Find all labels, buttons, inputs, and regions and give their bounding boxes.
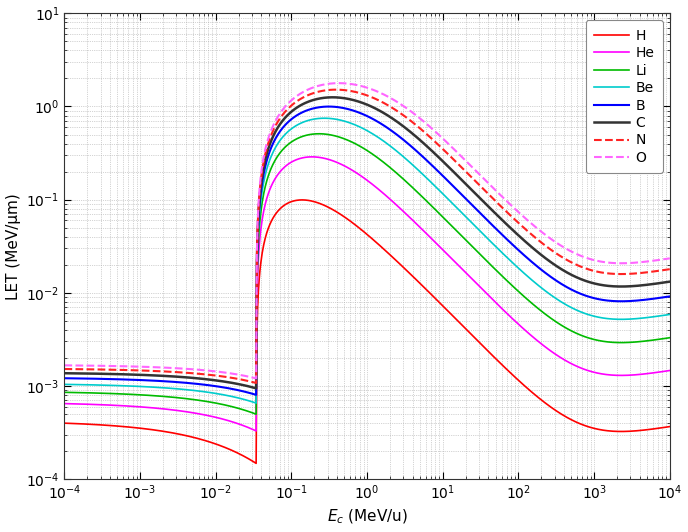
B: [665, 293, 674, 300]
He: [413, 222, 422, 228]
H: [252, 460, 260, 467]
H: [298, 197, 306, 203]
He: [447, 255, 455, 262]
Li: [447, 222, 455, 229]
B: [447, 181, 455, 188]
B: [252, 392, 260, 398]
Be: [320, 115, 328, 121]
H: [447, 311, 455, 318]
N: [332, 87, 340, 93]
O: [521, 215, 529, 221]
H: [413, 278, 422, 284]
B: [325, 103, 333, 110]
Y-axis label: LET (MeV/μm): LET (MeV/μm): [6, 193, 21, 300]
N: [98, 367, 106, 373]
H: [429, 293, 438, 300]
N: [429, 137, 438, 144]
Be: [429, 181, 438, 188]
He: [583, 367, 591, 373]
O: [252, 375, 260, 381]
Be: [665, 311, 674, 318]
C: [583, 278, 591, 285]
Line: Li: Li: [65, 134, 669, 414]
H: [98, 422, 106, 428]
O: [447, 144, 455, 150]
O: [583, 255, 591, 261]
Legend: H, He, Li, Be, B, C, N, O: H, He, Li, Be, B, C, N, O: [585, 20, 663, 173]
B: [521, 253, 529, 259]
H: [61, 420, 69, 426]
Li: [521, 294, 529, 301]
Line: C: C: [65, 97, 669, 388]
Li: [61, 389, 69, 395]
N: [61, 366, 69, 372]
Be: [583, 311, 591, 318]
Be: [61, 381, 69, 388]
He: [61, 401, 69, 407]
C: [447, 167, 455, 173]
N: [521, 226, 529, 232]
Line: B: B: [65, 106, 669, 395]
O: [98, 363, 106, 369]
Line: He: He: [65, 157, 669, 431]
Li: [583, 334, 591, 340]
B: [583, 293, 591, 300]
He: [252, 428, 260, 434]
C: [413, 135, 422, 141]
O: [665, 255, 674, 262]
N: [665, 266, 674, 272]
Be: [98, 382, 106, 388]
Line: H: H: [65, 200, 669, 463]
Be: [413, 166, 422, 172]
C: [429, 149, 438, 155]
Li: [429, 204, 438, 211]
Be: [252, 400, 260, 406]
C: [328, 94, 336, 101]
C: [521, 238, 529, 245]
He: [521, 327, 529, 334]
O: [334, 80, 343, 86]
H: [583, 423, 591, 429]
Li: [413, 189, 422, 195]
Li: [665, 335, 674, 341]
B: [61, 375, 69, 381]
X-axis label: $E_c$ (MeV/u): $E_c$ (MeV/u): [327, 508, 408, 527]
Line: Be: Be: [65, 118, 669, 403]
B: [429, 163, 438, 170]
H: [521, 383, 529, 389]
He: [308, 154, 316, 160]
O: [61, 362, 69, 369]
N: [413, 123, 422, 129]
N: [583, 266, 591, 272]
O: [413, 113, 422, 120]
Li: [98, 390, 106, 396]
H: [665, 423, 674, 430]
He: [98, 402, 106, 408]
Be: [521, 271, 529, 277]
C: [61, 370, 69, 377]
Line: N: N: [65, 90, 669, 383]
B: [413, 148, 422, 155]
He: [665, 367, 674, 373]
Line: O: O: [65, 83, 669, 378]
N: [252, 380, 260, 386]
C: [665, 278, 674, 285]
Li: [252, 411, 260, 418]
C: [98, 371, 106, 377]
B: [98, 376, 106, 382]
C: [252, 385, 260, 392]
Li: [315, 130, 323, 137]
O: [429, 127, 438, 133]
He: [429, 237, 438, 244]
Be: [447, 200, 455, 206]
N: [447, 154, 455, 161]
